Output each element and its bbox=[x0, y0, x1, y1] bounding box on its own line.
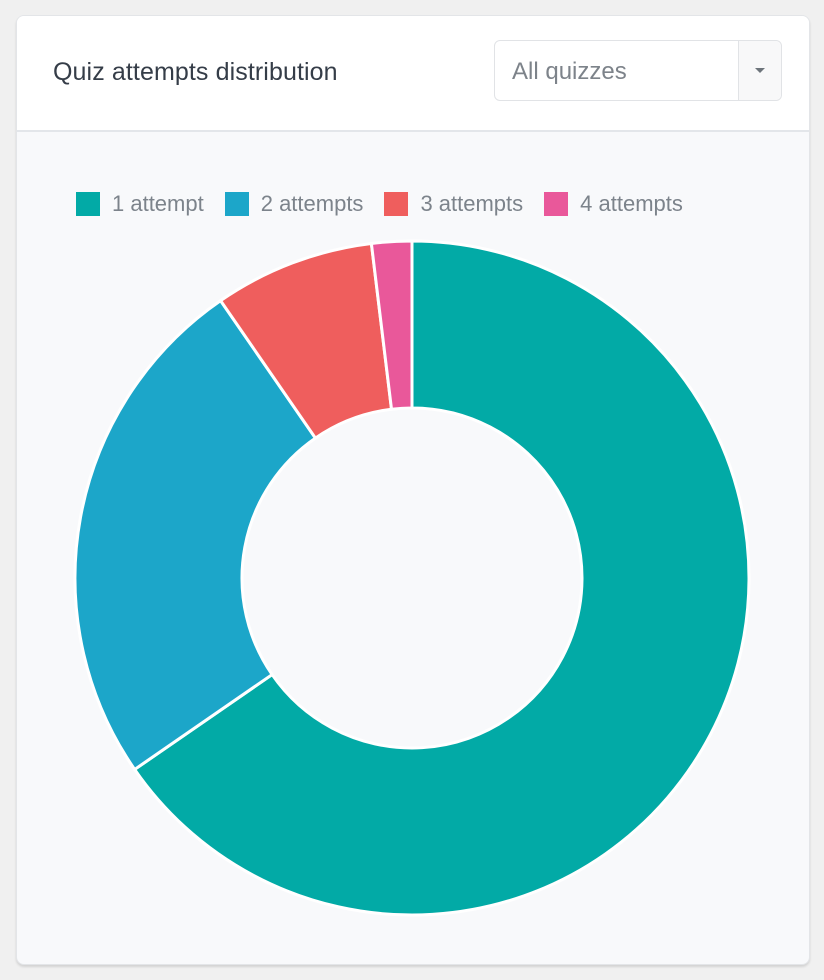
legend-label: 2 attempts bbox=[260, 191, 364, 216]
quiz-attempts-card: Quiz attempts distribution All quizzes 1… bbox=[16, 15, 810, 965]
quiz-filter-toggle[interactable] bbox=[738, 41, 781, 100]
card-title: Quiz attempts distribution bbox=[53, 58, 338, 86]
legend-item[interactable]: 4 attempts bbox=[544, 191, 683, 217]
legend-swatch-icon bbox=[224, 192, 249, 216]
legend-item[interactable]: 3 attempts bbox=[384, 191, 523, 217]
chart-legend: 1 attempt 2 attempts 3 attempts 4 attempts bbox=[76, 191, 704, 217]
card-header: Quiz attempts distribution All quizzes bbox=[17, 16, 809, 132]
legend-label: 3 attempts bbox=[420, 191, 524, 216]
legend-label: 4 attempts bbox=[580, 191, 683, 216]
chart-slice-2[interactable] bbox=[73, 298, 318, 772]
legend-swatch-icon bbox=[384, 192, 409, 216]
chart-slice-1[interactable] bbox=[132, 239, 751, 917]
quiz-filter-select[interactable]: All quizzes bbox=[494, 40, 782, 101]
legend-label: 1 attempt bbox=[112, 191, 204, 216]
legend-item[interactable]: 1 attempt bbox=[76, 191, 204, 217]
legend-swatch-icon bbox=[544, 192, 569, 216]
doughnut-chart bbox=[73, 239, 751, 917]
caret-down-icon bbox=[755, 68, 765, 73]
quiz-filter-value: All quizzes bbox=[512, 58, 627, 85]
legend-swatch-icon bbox=[76, 192, 100, 216]
chart-slice-4[interactable] bbox=[369, 239, 414, 411]
legend-item[interactable]: 2 attempts bbox=[224, 191, 364, 217]
